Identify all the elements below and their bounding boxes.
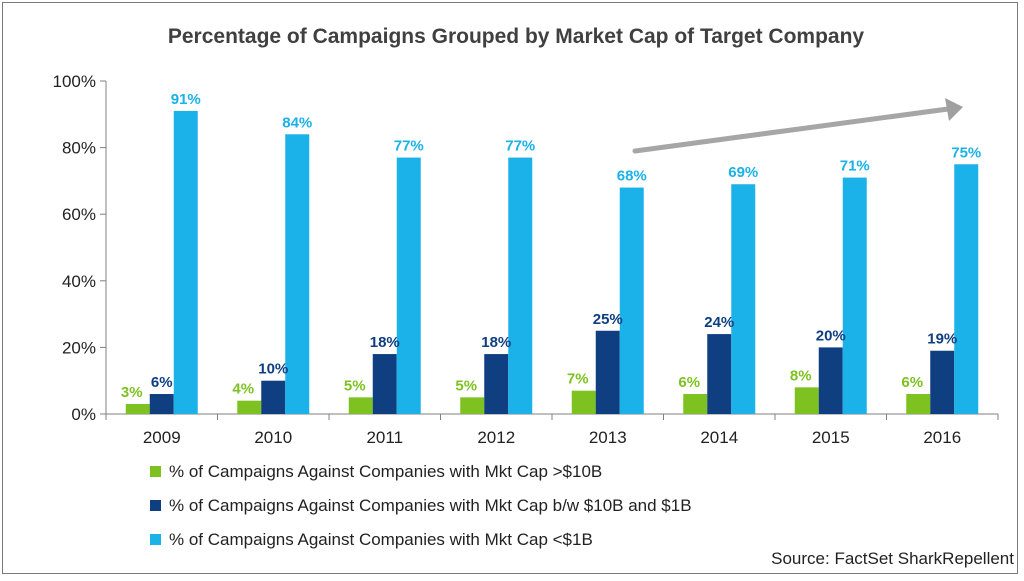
data-label: 8% [790, 367, 812, 384]
chart: Percentage of Campaigns Grouped by Marke… [53, 25, 1015, 568]
data-labels: 3% 4% 5% 5% 7% 6% 8% 6% 6% 10% 18% 18% 25% 24% 20% 19% 9… [121, 91, 981, 401]
data-label: 3% [121, 384, 143, 401]
bar [571, 390, 596, 414]
legend-label: % of Campaigns Against Companies with Mk… [169, 530, 593, 549]
data-label: 20% [816, 327, 846, 344]
data-label: 5% [344, 377, 366, 394]
data-label: 6% [901, 374, 923, 391]
data-label: 10% [258, 361, 288, 378]
legend-label: % of Campaigns Against Companies with Mk… [169, 496, 692, 515]
x-tick-label: 2009 [143, 428, 181, 447]
x-tick-label: 2010 [254, 428, 292, 447]
legend-swatch [150, 466, 161, 477]
source-note: Source: FactSet SharkRepellent [771, 549, 1014, 568]
data-label: 84% [282, 114, 312, 131]
bar [707, 334, 732, 414]
legend-label: % of Campaigns Against Companies with Mk… [169, 462, 602, 481]
data-label: 69% [728, 164, 758, 181]
legend-swatch [150, 500, 161, 511]
chart-frame: Percentage of Campaigns Grouped by Marke… [2, 2, 1018, 574]
data-label: 18% [370, 334, 400, 351]
data-label: 24% [704, 314, 734, 331]
data-label: 19% [927, 331, 957, 348]
data-label: 4% [232, 381, 254, 398]
bar [372, 354, 397, 414]
x-tick-label: 2013 [589, 428, 627, 447]
x-axis: 2009 2010 2011 2012 2013 2014 2015 2016 [105, 413, 999, 447]
trend-arrow-annotation [632, 98, 963, 154]
chart-title: Percentage of Campaigns Grouped by Marke… [168, 25, 865, 48]
bar [954, 164, 979, 414]
y-tick-label: 0% [71, 405, 96, 424]
bar [683, 394, 708, 414]
x-tick-label: 2012 [477, 428, 515, 447]
bar [794, 387, 819, 414]
legend: % of Campaigns Against Companies with Mk… [150, 462, 692, 549]
data-label: 6% [151, 374, 173, 391]
bar [125, 404, 150, 414]
data-label: 71% [840, 158, 870, 175]
x-tick-label: 2014 [700, 428, 738, 447]
y-tick-label: 80% [62, 139, 96, 158]
data-label: 6% [678, 374, 700, 391]
data-label: 91% [171, 91, 201, 108]
bar [818, 347, 843, 414]
data-label: 5% [455, 377, 477, 394]
bar [731, 184, 756, 414]
data-label: 68% [617, 168, 647, 185]
data-label: 7% [567, 371, 589, 388]
bar [285, 134, 310, 414]
y-tick-label: 20% [62, 338, 96, 357]
bar [508, 157, 533, 414]
bar [619, 187, 644, 414]
bar [484, 354, 509, 414]
bar [842, 177, 867, 414]
data-label: 25% [593, 311, 623, 328]
bar [460, 397, 485, 414]
data-label: 77% [505, 138, 535, 155]
bar [261, 380, 286, 414]
bar [173, 110, 198, 414]
y-tick-label: 100% [53, 72, 96, 91]
data-label: 77% [394, 138, 424, 155]
bars [125, 110, 979, 414]
data-label: 75% [951, 144, 981, 161]
x-tick-label: 2016 [923, 428, 961, 447]
bar [396, 157, 421, 414]
y-axis: 0% 20% 40% 60% 80% 100% [53, 72, 107, 424]
data-label: 18% [481, 334, 511, 351]
bar [906, 394, 931, 414]
bar [595, 330, 620, 414]
y-tick-label: 40% [62, 272, 96, 291]
bar [930, 350, 955, 414]
bar [237, 400, 262, 414]
x-tick-label: 2015 [812, 428, 850, 447]
bar [149, 394, 174, 414]
bar [348, 397, 373, 414]
y-tick-label: 60% [62, 205, 96, 224]
legend-swatch [150, 534, 161, 545]
x-tick-label: 2011 [366, 428, 403, 447]
